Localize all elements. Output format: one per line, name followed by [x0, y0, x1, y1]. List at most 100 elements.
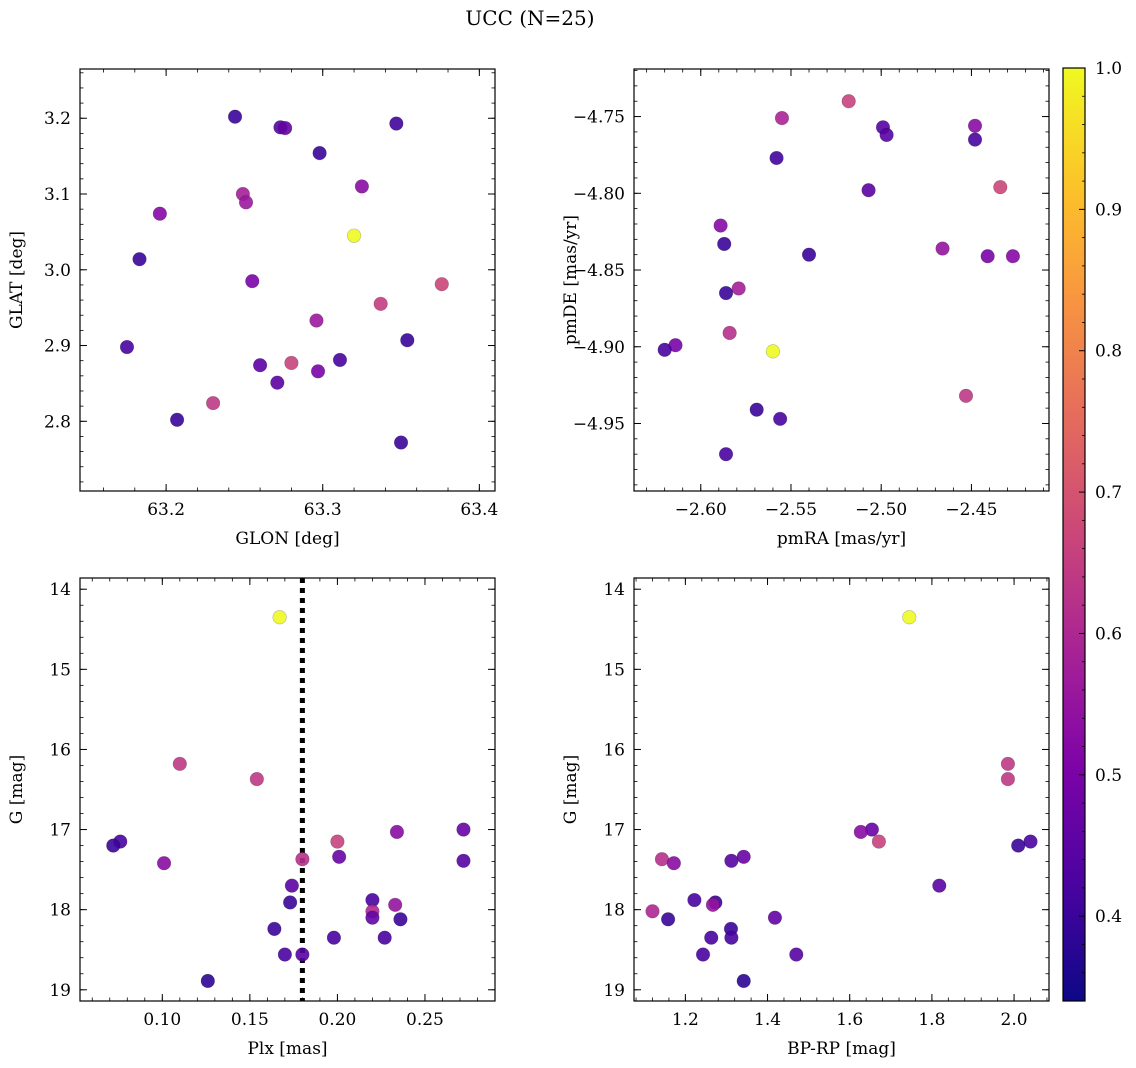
- data-point: [902, 610, 917, 625]
- x-axis-label: pmRA [mas/yr]: [777, 529, 906, 549]
- y-tick-label: −4.95: [573, 414, 625, 434]
- data-point: [718, 447, 734, 462]
- data-point: [1000, 771, 1016, 787]
- y-tick-label: 15: [49, 660, 71, 680]
- y-tick-label: 3.2: [44, 109, 71, 129]
- y-axis-label: G [mag]: [561, 755, 581, 824]
- x-tick-label: 0.25: [406, 1010, 444, 1030]
- scatter-panel-2: −2.60 −2.55 −2.50 −2.45 −4.95 −4.90 −4.85 −4.80…: [561, 68, 1050, 549]
- data-point: [731, 281, 746, 296]
- data-point: [456, 853, 471, 868]
- data-point: [277, 947, 292, 962]
- data-point: [695, 947, 711, 962]
- x-tick-label: 63.2: [147, 500, 185, 520]
- x-axis-label: Plx [mas]: [247, 1039, 327, 1059]
- y-tick-label: 18: [49, 901, 71, 921]
- data-point: [958, 388, 974, 403]
- data-point: [724, 853, 739, 868]
- data-point: [295, 947, 310, 962]
- x-tick-label: 1.6: [836, 1010, 863, 1030]
- data-point: [388, 897, 403, 912]
- data-point: [119, 339, 135, 355]
- data-point: [245, 274, 260, 289]
- data-point: [666, 856, 681, 871]
- y-axis-label: G [mag]: [7, 755, 27, 824]
- y-tick-label: −4.75: [573, 108, 625, 128]
- y-tick-label: 14: [49, 580, 71, 600]
- data-point: [853, 824, 868, 840]
- data-point: [434, 277, 449, 292]
- x-tick-label: 0.15: [231, 1010, 269, 1030]
- x-tick-label: 1.8: [918, 1010, 945, 1030]
- data-point: [1000, 756, 1016, 771]
- y-tick-label: 14: [603, 580, 625, 600]
- data-point: [661, 912, 676, 927]
- data-point: [278, 120, 293, 136]
- y-tick-label: −4.80: [573, 184, 625, 204]
- data-point: [309, 313, 324, 328]
- y-tick-label: −4.90: [573, 338, 625, 358]
- data-point: [106, 838, 121, 853]
- data-point: [312, 145, 327, 161]
- x-axis-label: BP-RP [mag]: [787, 1039, 896, 1059]
- data-point: [393, 435, 409, 450]
- colorbar-tick-label: 0.6: [1095, 624, 1122, 644]
- data-point: [354, 179, 369, 194]
- data-point: [169, 412, 185, 427]
- data-point: [841, 94, 856, 109]
- data-point: [326, 930, 342, 945]
- y-tick-label: 19: [49, 981, 71, 1001]
- data-point: [724, 930, 739, 945]
- y-tick-label: 3.1: [44, 185, 71, 205]
- data-point: [749, 402, 764, 417]
- data-point: [284, 355, 299, 371]
- data-point: [272, 610, 287, 625]
- data-point: [456, 822, 471, 837]
- data-point: [284, 878, 299, 893]
- y-tick-label: 15: [603, 660, 625, 680]
- data-point: [980, 249, 995, 264]
- y-axis-label: pmDE [mas/yr]: [561, 215, 581, 345]
- x-tick-label: 0.10: [143, 1010, 181, 1030]
- data-point: [227, 109, 243, 124]
- colorbar-bar: [1062, 67, 1086, 1002]
- colorbar-tick-label: 0.7: [1095, 483, 1122, 503]
- data-point: [393, 912, 408, 927]
- data-point: [1005, 249, 1021, 264]
- x-axis-label: GLON [deg]: [235, 529, 339, 549]
- data-point: [332, 352, 348, 368]
- data-point: [801, 247, 817, 262]
- colorbar-tick-label: 0.4: [1095, 907, 1122, 927]
- x-tick-label: 1.2: [672, 1010, 699, 1030]
- data-point: [389, 824, 405, 840]
- axes-frame: [633, 577, 1050, 1002]
- y-tick-label: 2.9: [44, 337, 71, 357]
- data-point: [377, 930, 392, 945]
- data-point: [283, 895, 298, 910]
- colorbar-tick-label: 1.0: [1095, 59, 1122, 79]
- data-point: [295, 852, 310, 867]
- data-point: [718, 285, 734, 301]
- y-axis-label: GLAT [deg]: [7, 231, 27, 329]
- data-point: [935, 241, 950, 256]
- data-point: [654, 852, 670, 867]
- data-point: [346, 228, 362, 243]
- data-point: [736, 973, 751, 989]
- data-point: [789, 947, 804, 962]
- data-point: [332, 849, 347, 864]
- scatter-panel-3: 0.10 0.15 0.20 0.25 14 15 16 17 18 19 Plx [mas] G […: [7, 577, 496, 1059]
- data-point: [932, 878, 947, 893]
- x-tick-label: −2.55: [765, 500, 817, 520]
- data-point: [879, 127, 894, 143]
- figure-title: UCC (N=25): [465, 6, 595, 30]
- data-point: [373, 296, 388, 311]
- data-point: [774, 111, 790, 126]
- data-point: [722, 325, 737, 341]
- y-tick-label: 19: [603, 981, 625, 1001]
- x-tick-label: −2.45: [945, 500, 997, 520]
- data-point: [1011, 838, 1026, 853]
- colorbar-tick-label: 0.8: [1095, 342, 1122, 362]
- data-point: [861, 183, 876, 198]
- y-tick-label: 3.0: [44, 261, 71, 281]
